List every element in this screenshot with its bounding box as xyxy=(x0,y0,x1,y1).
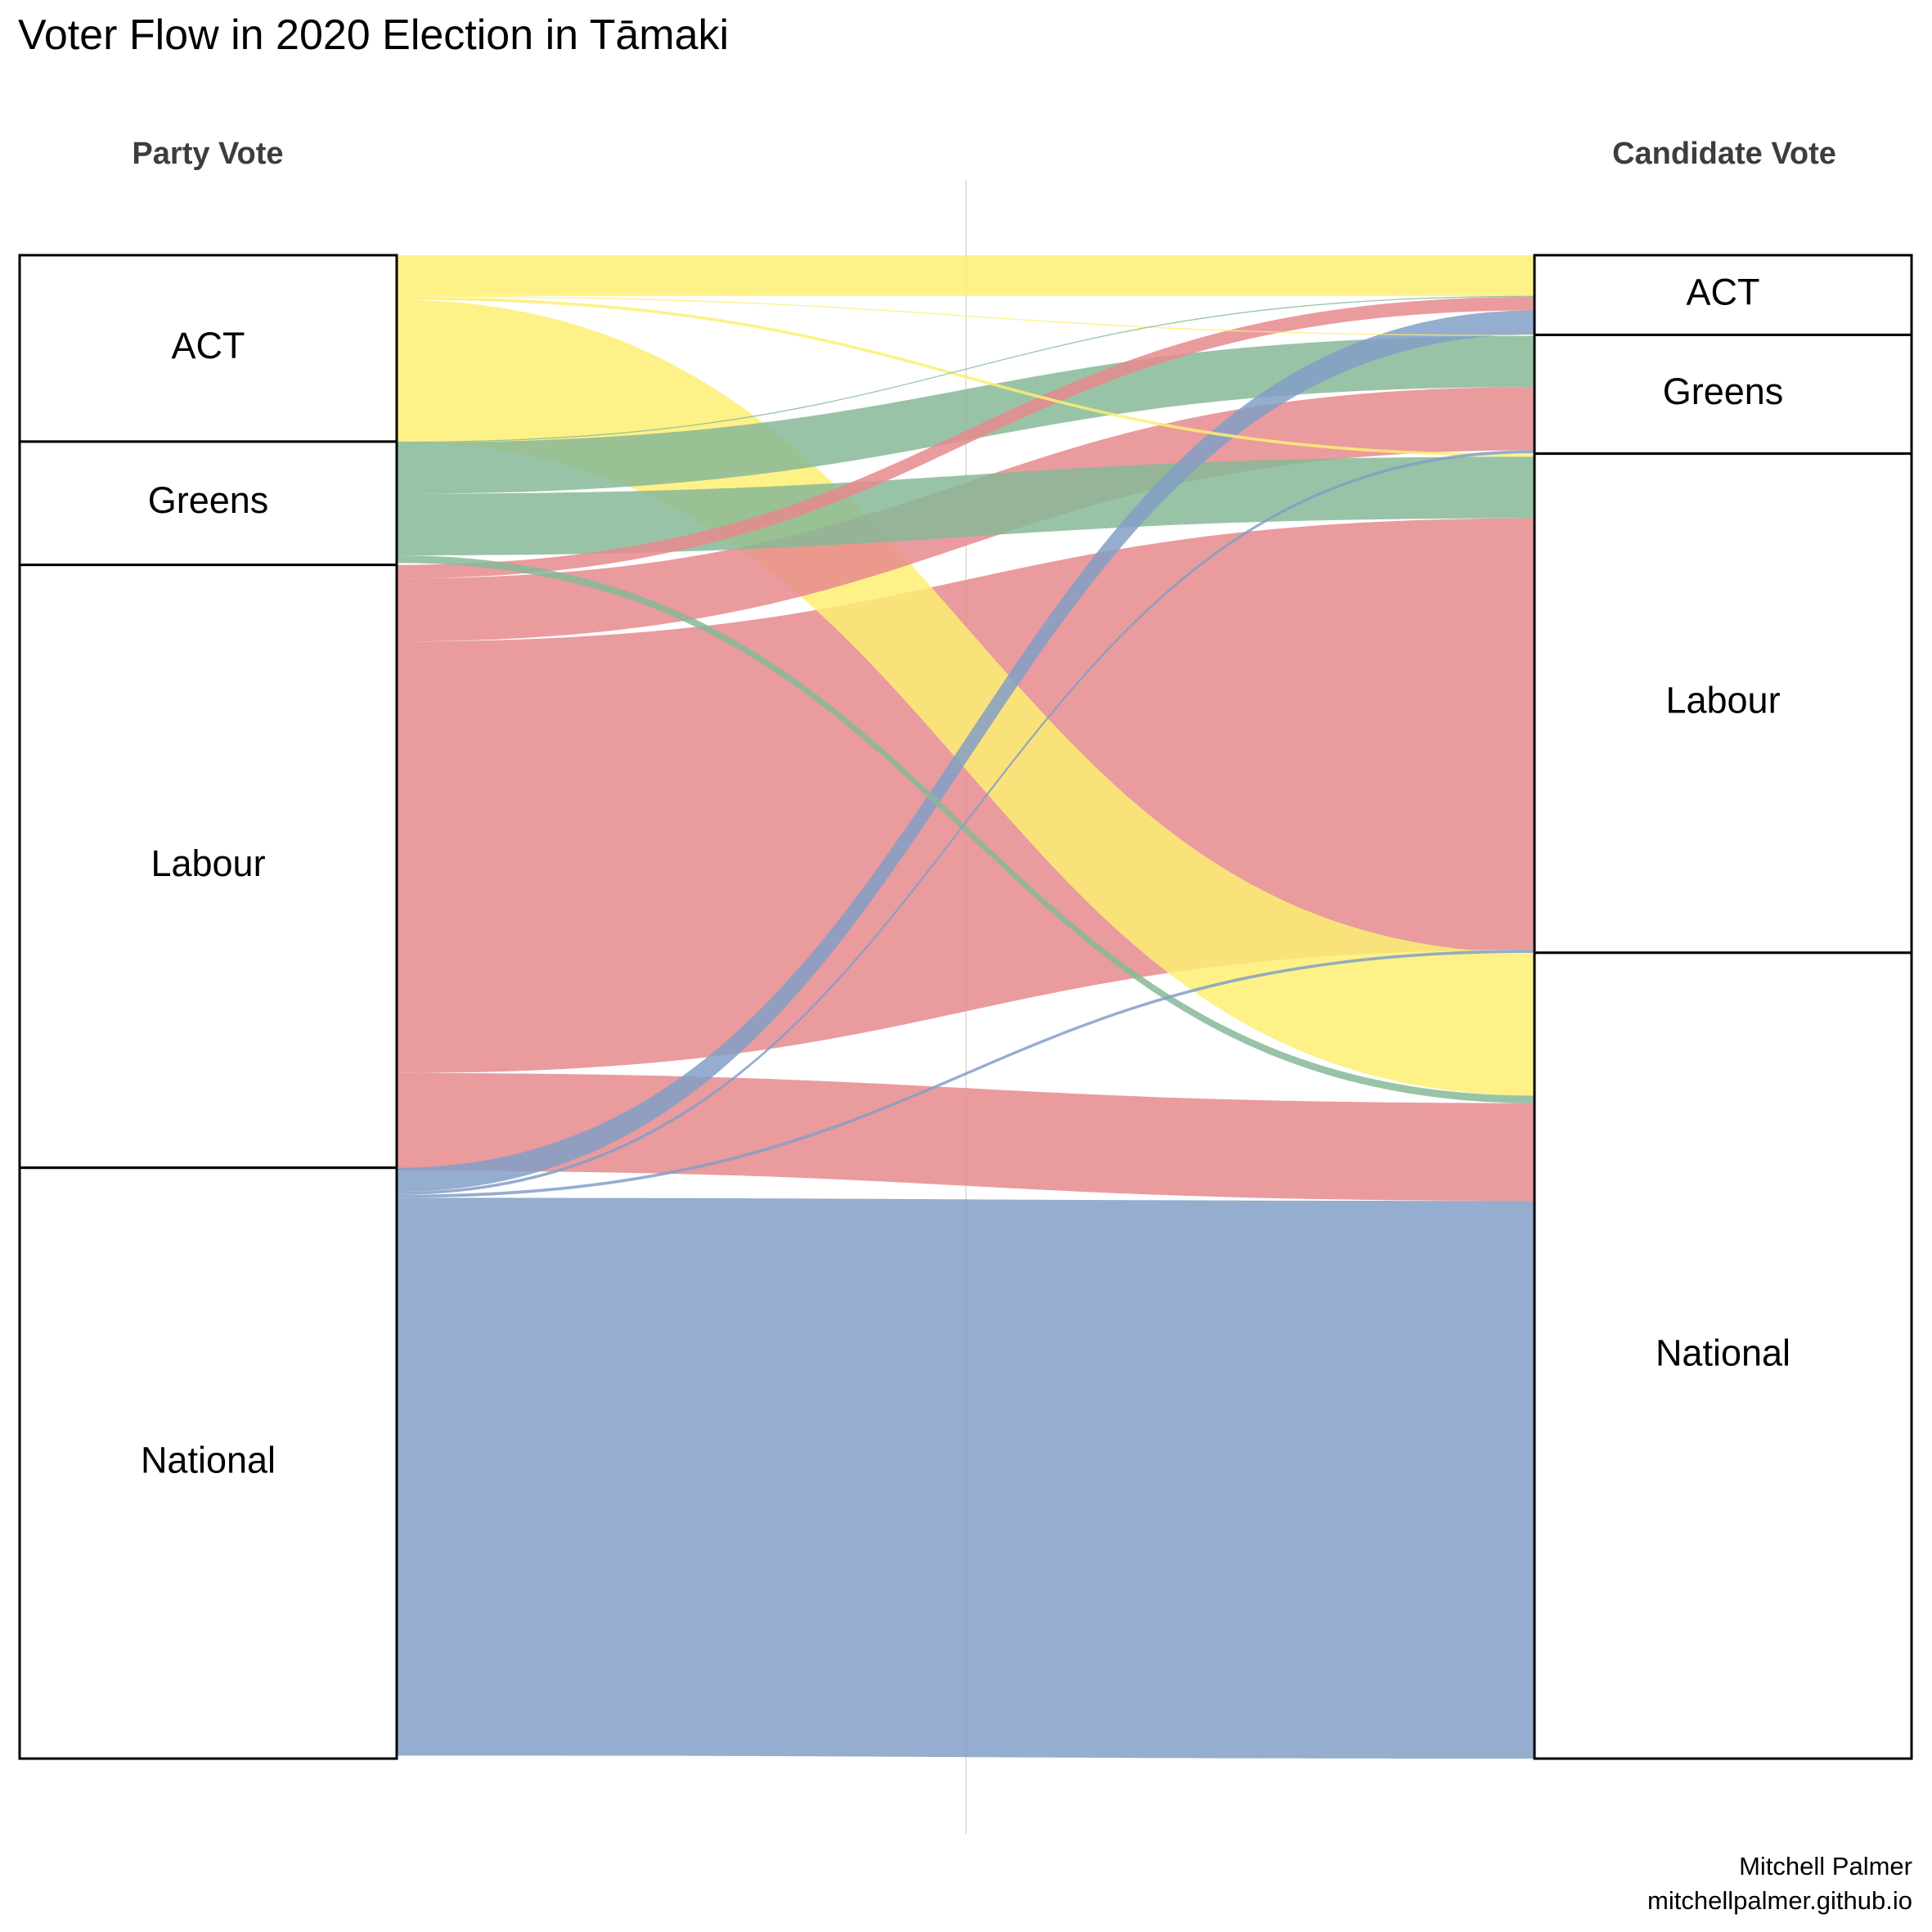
flows-layer xyxy=(397,255,1534,1759)
right-node-labour xyxy=(1533,452,1913,955)
left-node-national xyxy=(18,1166,398,1760)
flow-act-to-greens xyxy=(397,295,1534,336)
flow-act-to-labour xyxy=(397,296,1534,457)
flow-national-to-labour xyxy=(397,950,1534,1198)
chart-title: Voter Flow in 2020 Election in Tāmaki xyxy=(18,11,729,59)
flow-national-to-greens xyxy=(397,450,1534,1195)
right-node-label-labour: Labour xyxy=(1665,680,1780,721)
left-node-label-greens: Greens xyxy=(148,479,269,521)
flow-labour-to-act xyxy=(397,296,1534,579)
caption-url: mitchellpalmer.github.io xyxy=(1647,1886,1912,1915)
caption-author: Mitchell Palmer xyxy=(1739,1852,1912,1880)
flow-act-to-act xyxy=(397,255,1534,296)
nodes-layer: ACT Greens Labour National ACT Greens Labour Na… xyxy=(18,254,1913,1760)
left-axis-heading: Party Vote xyxy=(132,137,283,171)
right-node-act xyxy=(1533,254,1913,336)
flow-greens-to-greens xyxy=(397,335,1534,494)
right-node-label-national: National xyxy=(1656,1332,1790,1373)
right-node-label-greens: Greens xyxy=(1663,371,1784,412)
flow-national-to-act xyxy=(397,310,1534,1193)
left-node-labour xyxy=(18,564,398,1170)
right-node-greens xyxy=(1533,333,1913,456)
left-node-greens xyxy=(18,440,398,567)
right-axis-heading: Candidate Vote xyxy=(1612,137,1836,171)
flow-national-to-national xyxy=(397,1197,1534,1759)
right-node-national xyxy=(1533,951,1913,1760)
flow-greens-to-act xyxy=(397,295,1534,443)
left-node-label-labour: Labour xyxy=(151,842,265,884)
flow-greens-to-national xyxy=(397,555,1534,1103)
flow-greens-to-labour xyxy=(397,456,1534,556)
left-node-label-act: ACT xyxy=(172,325,245,366)
left-node-label-national: National xyxy=(141,1440,276,1481)
right-node-label-act: ACT xyxy=(1687,272,1760,313)
flow-labour-to-national xyxy=(397,1072,1534,1202)
